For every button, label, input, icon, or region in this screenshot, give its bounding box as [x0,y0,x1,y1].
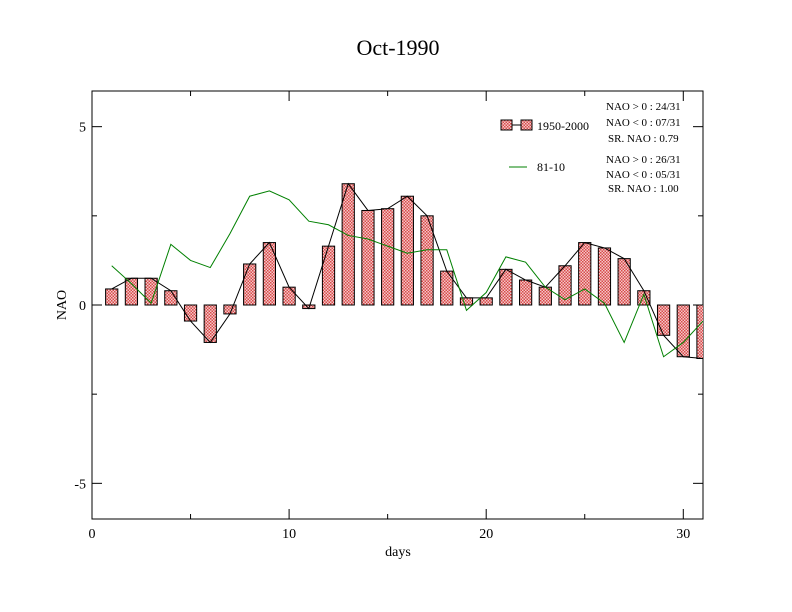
bar-day-29 [656,304,671,336]
bar-day-26 [597,247,612,306]
line-layer [111,182,703,359]
x-tick-label-0: 0 [89,527,96,542]
stat-1950-2000-positive: NAO > 0 : 24/31 [606,101,681,113]
stat-81-10-sr: SR. NAO : 1.00 [608,183,679,195]
bar-day-19 [459,297,474,306]
bar-day-5 [183,304,198,322]
bar-day-10 [282,286,296,306]
legend-label-81-10: 81-10 [537,160,565,174]
bar-day-28 [637,290,651,306]
chart-title: Oct-1990 [356,35,439,60]
axes-ticks: 0 10 20 30 -5 0 5 [74,91,703,542]
legend: 1950-2000 81-10 [500,119,589,174]
stats-annotations: NAO > 0 : 24/31 NAO < 0 : 07/31 SR. NAO … [606,101,681,195]
bar-day-14 [361,209,375,306]
y-tick-label-0: 0 [79,299,86,314]
stat-1950-2000-sr: SR. NAO : 0.79 [608,133,679,145]
y-tick-label-5: 5 [79,121,86,136]
bar-series-1950-2000 [105,183,703,359]
series-line-81-10 [111,190,703,358]
legend-label-1950-2000: 1950-2000 [537,119,589,133]
x-tick-label-10: 10 [282,527,296,542]
x-tick-label-20: 20 [479,527,493,542]
bar-day-25 [578,242,592,306]
x-tick-label-30: 30 [676,527,690,542]
bar-day-8 [243,263,257,306]
stat-1950-2000-negative: NAO < 0 : 07/31 [606,117,681,129]
y-tick-label--5: -5 [74,477,86,492]
bar-day-31 [696,304,703,359]
x-axis-label: days [385,545,411,560]
legend-swatch-1950-2000-left [500,119,513,131]
bar-day-16 [400,195,414,306]
legend-swatch-1950-2000-right [520,119,533,131]
bar-day-1 [105,288,119,306]
bar-day-15 [381,208,395,306]
bar-day-13 [341,183,355,306]
bar-day-30 [676,304,690,358]
stat-81-10-negative: NAO < 0 : 05/31 [606,169,681,181]
bar-day-22 [519,279,533,306]
stat-81-10-positive: NAO > 0 : 26/31 [606,154,681,166]
bar-day-20 [479,297,493,306]
bar-day-12 [321,245,336,306]
bar-day-2 [124,277,139,306]
series-line-1950-2000 [111,182,703,359]
y-axis-label: NAO [55,290,70,320]
